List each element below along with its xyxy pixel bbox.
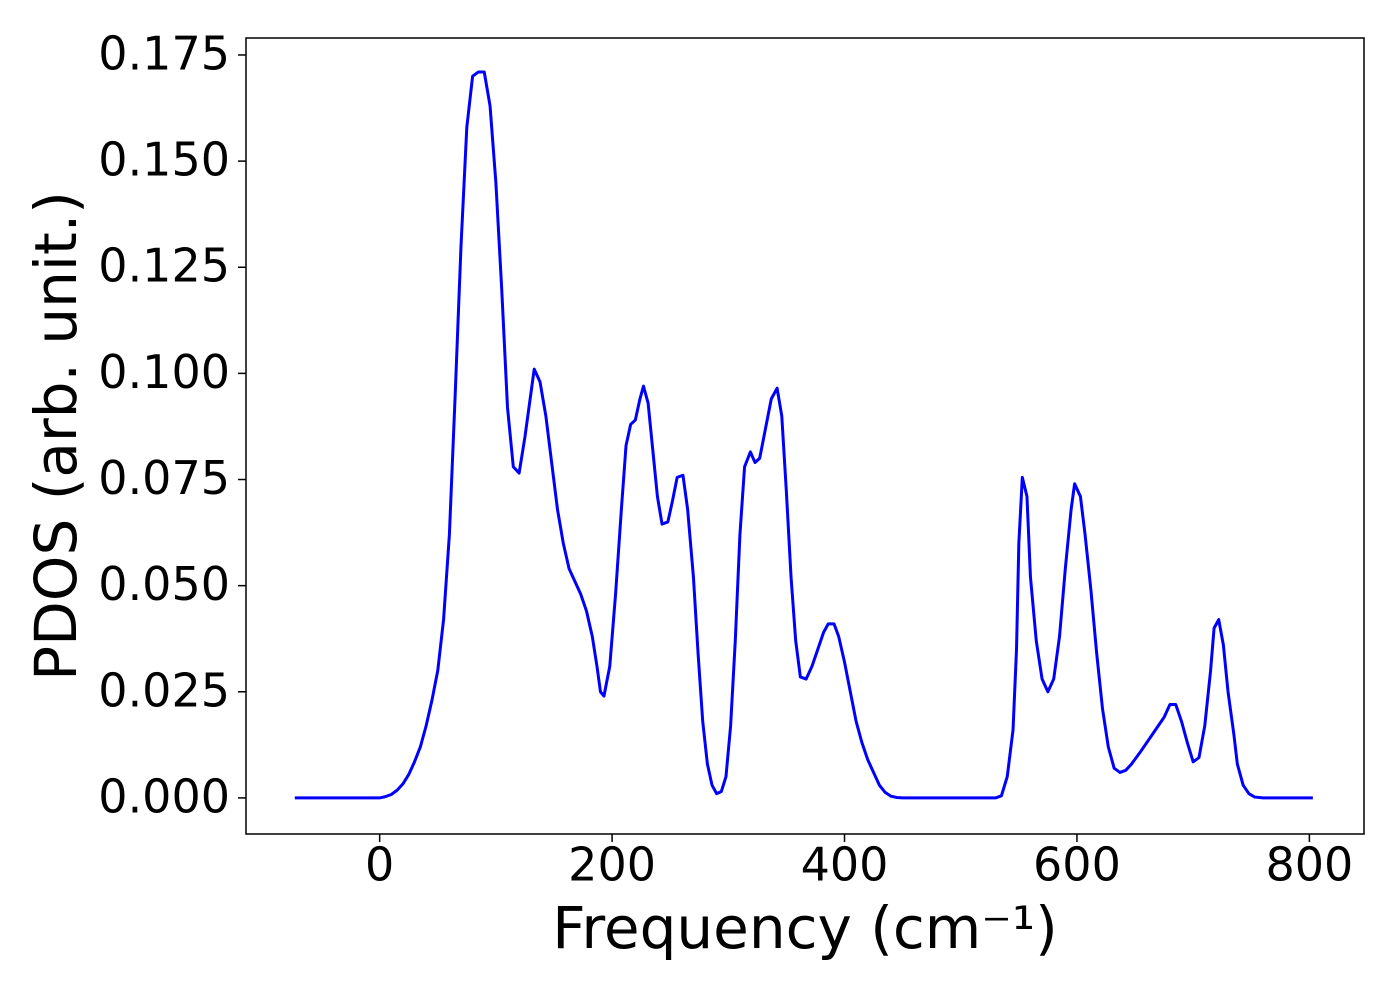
- y-tick-label: 0.050: [98, 557, 230, 611]
- y-tick-label: 0.025: [98, 663, 230, 717]
- x-tick-label: 600: [1033, 838, 1121, 892]
- x-tick-label: 400: [801, 838, 889, 892]
- y-tick-label: 0.000: [98, 769, 230, 823]
- pdos-line: [294, 70, 1313, 800]
- x-tick-label: 0: [365, 838, 394, 892]
- x-tick-label: 200: [568, 838, 656, 892]
- plot-frame: [245, 37, 1365, 835]
- y-tick-label: 0.075: [98, 451, 230, 505]
- y-tick-label: 0.125: [98, 239, 230, 293]
- y-axis-label: PDOS (arb. unit.): [22, 191, 90, 681]
- y-tick-label: 0.100: [98, 345, 230, 399]
- x-tick-label: 800: [1265, 838, 1353, 892]
- y-tick-label: 0.150: [98, 133, 230, 187]
- x-axis-label: Frequency (cm⁻¹): [552, 894, 1058, 962]
- y-tick-label: 0.175: [98, 26, 230, 80]
